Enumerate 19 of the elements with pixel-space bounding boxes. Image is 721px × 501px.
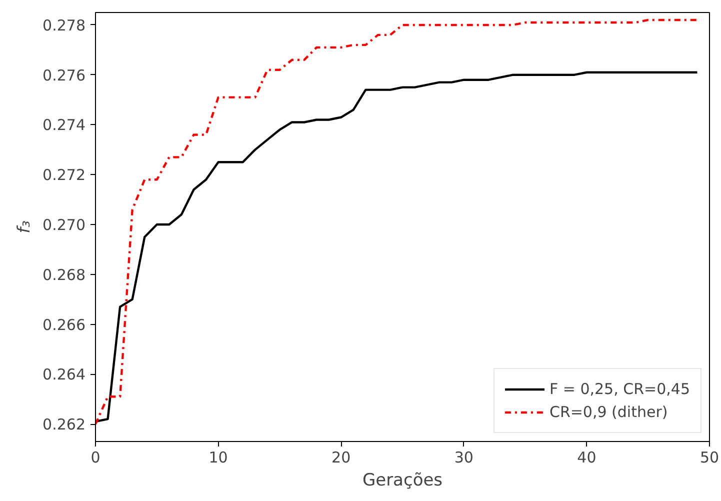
y-tick-label: 0.278 [42, 16, 86, 34]
y-tick-label: 0.272 [42, 166, 86, 184]
y-tick-label: 0.268 [42, 266, 86, 284]
x-axis-title: Gerações [362, 470, 443, 490]
x-tick-label: 0 [90, 448, 100, 466]
legend-label: CR=0,9 (dither) [549, 403, 668, 421]
x-tick-label: 30 [454, 448, 474, 466]
y-tick-label: 0.264 [42, 366, 86, 384]
x-tick-label: 20 [332, 448, 351, 466]
y-tick-label: 0.266 [42, 316, 86, 334]
y-tick-label: 0.262 [42, 416, 86, 434]
y-tick-label: 0.276 [42, 66, 86, 84]
legend-label: F = 0,25, CR=0,45 [549, 380, 690, 398]
y-tick-label: 0.270 [42, 216, 86, 234]
x-tick-label: 50 [700, 448, 720, 466]
x-tick-label: 40 [577, 448, 596, 466]
x-tick-label: 10 [208, 448, 228, 466]
y-axis-title: f₃ [14, 220, 35, 234]
y-tick-label: 0.274 [42, 116, 86, 134]
